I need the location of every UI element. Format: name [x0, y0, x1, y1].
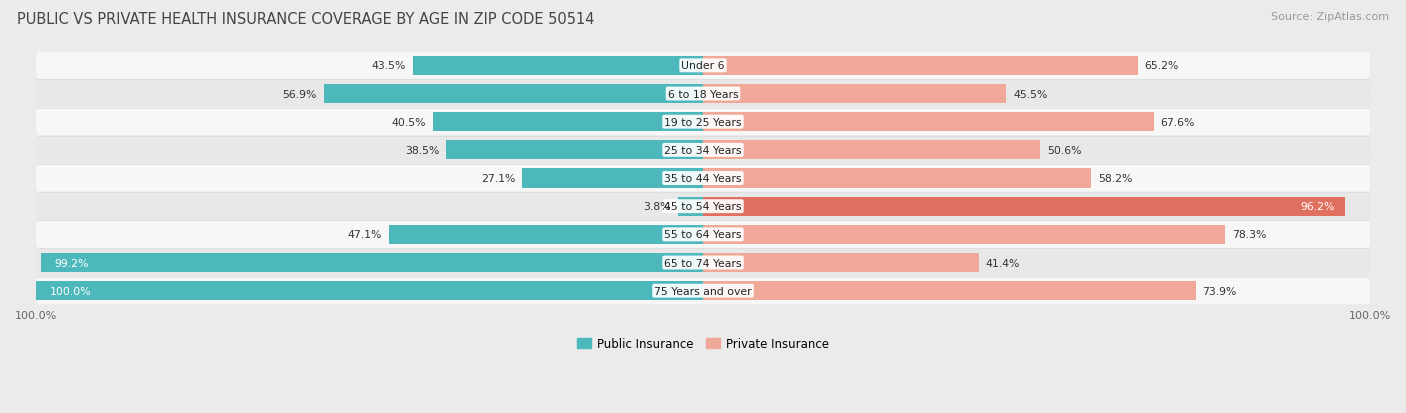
Text: 35 to 44 Years: 35 to 44 Years	[664, 173, 742, 184]
Text: 75 Years and over: 75 Years and over	[654, 286, 752, 296]
Text: 3.8%: 3.8%	[644, 202, 671, 212]
FancyBboxPatch shape	[37, 109, 1369, 136]
Bar	[703, 253, 979, 273]
Legend: Public Insurance, Private Insurance: Public Insurance, Private Insurance	[572, 332, 834, 355]
Text: 65 to 74 Years: 65 to 74 Years	[664, 258, 742, 268]
Text: 99.2%: 99.2%	[55, 258, 89, 268]
Bar	[41, 253, 703, 273]
Bar	[37, 281, 703, 301]
FancyBboxPatch shape	[37, 193, 1369, 220]
Bar	[678, 197, 703, 216]
Bar	[323, 85, 703, 104]
Bar	[433, 113, 703, 132]
Text: 25 to 34 Years: 25 to 34 Years	[664, 145, 742, 155]
Bar	[413, 57, 703, 76]
Bar	[703, 169, 1091, 188]
Text: 56.9%: 56.9%	[283, 89, 316, 99]
Bar	[522, 169, 703, 188]
Text: PUBLIC VS PRIVATE HEALTH INSURANCE COVERAGE BY AGE IN ZIP CODE 50514: PUBLIC VS PRIVATE HEALTH INSURANCE COVER…	[17, 12, 595, 27]
Bar	[446, 141, 703, 160]
Bar	[389, 225, 703, 244]
Text: 41.4%: 41.4%	[986, 258, 1021, 268]
Text: 6 to 18 Years: 6 to 18 Years	[668, 89, 738, 99]
Text: 65.2%: 65.2%	[1144, 61, 1178, 71]
Bar	[703, 57, 1137, 76]
FancyBboxPatch shape	[37, 81, 1369, 108]
Text: 43.5%: 43.5%	[371, 61, 406, 71]
Text: 40.5%: 40.5%	[392, 117, 426, 127]
Text: Under 6: Under 6	[682, 61, 724, 71]
Text: 96.2%: 96.2%	[1301, 202, 1334, 212]
Text: 19 to 25 Years: 19 to 25 Years	[664, 117, 742, 127]
Text: 50.6%: 50.6%	[1047, 145, 1081, 155]
FancyBboxPatch shape	[37, 221, 1369, 248]
Bar	[703, 141, 1040, 160]
Bar	[703, 281, 1197, 301]
Text: 47.1%: 47.1%	[347, 230, 382, 240]
Text: 38.5%: 38.5%	[405, 145, 440, 155]
Bar	[703, 113, 1154, 132]
Text: 78.3%: 78.3%	[1232, 230, 1267, 240]
Text: 27.1%: 27.1%	[481, 173, 516, 184]
Text: Source: ZipAtlas.com: Source: ZipAtlas.com	[1271, 12, 1389, 22]
Text: 55 to 64 Years: 55 to 64 Years	[664, 230, 742, 240]
Text: 100.0%: 100.0%	[49, 286, 91, 296]
FancyBboxPatch shape	[37, 53, 1369, 80]
FancyBboxPatch shape	[37, 249, 1369, 276]
Text: 67.6%: 67.6%	[1160, 117, 1195, 127]
FancyBboxPatch shape	[37, 137, 1369, 164]
FancyBboxPatch shape	[37, 278, 1369, 304]
Text: 58.2%: 58.2%	[1098, 173, 1132, 184]
Bar	[703, 85, 1007, 104]
Bar	[703, 197, 1344, 216]
Text: 45 to 54 Years: 45 to 54 Years	[664, 202, 742, 212]
Text: 45.5%: 45.5%	[1014, 89, 1047, 99]
Bar	[703, 225, 1225, 244]
FancyBboxPatch shape	[37, 165, 1369, 192]
Text: 73.9%: 73.9%	[1202, 286, 1237, 296]
